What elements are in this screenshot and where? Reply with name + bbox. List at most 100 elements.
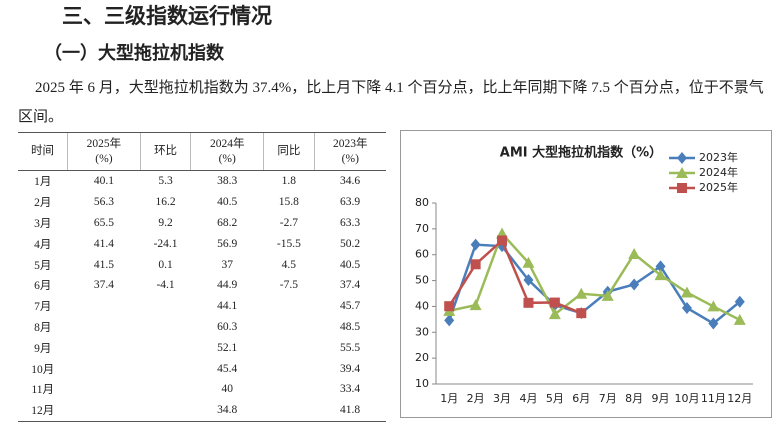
- table-cell: [67, 399, 141, 422]
- table-row: 5月 41.5 0.1 37 4.5 40.5: [18, 254, 386, 275]
- table-cell: 2月: [34, 197, 52, 210]
- marker: [470, 238, 481, 251]
- table-cell: 56.3: [93, 196, 114, 209]
- x-tick-label: 2月: [467, 392, 485, 405]
- x-tick-label: 6月: [572, 392, 590, 405]
- table-cell: [264, 296, 314, 317]
- table-cell: 1月: [34, 176, 52, 189]
- table-cell: 0.1: [158, 258, 173, 271]
- marker: [734, 295, 745, 308]
- table-cell: 44.9: [217, 279, 238, 292]
- marker: [444, 314, 455, 327]
- table-row: 4月 41.4 -24.1 56.9 -15.5 50.2: [18, 233, 386, 254]
- legend-label: 2025年: [699, 180, 738, 194]
- marker: [523, 274, 534, 287]
- marker: [522, 256, 535, 268]
- marker: [523, 297, 534, 308]
- table-cell: 50.2: [339, 237, 361, 250]
- marker: [470, 259, 481, 270]
- table-cell: 6月: [34, 280, 52, 293]
- table-cell: 45.7: [339, 300, 361, 313]
- y-tick-label: 30: [415, 325, 429, 338]
- marker: [676, 167, 688, 178]
- x-tick-label: 1月: [440, 392, 458, 405]
- table-cell: 37.4: [93, 279, 114, 292]
- table-cell: 48.5: [339, 320, 361, 333]
- table-row: 11月 40 33.4: [18, 379, 386, 400]
- table-cell: [264, 317, 314, 338]
- table-row: 2月 56.3 16.2 40.5 15.8 63.9: [18, 192, 386, 213]
- table-cell: 39.4: [339, 362, 361, 375]
- header-cell: 环比: [139, 132, 191, 171]
- table-cell: [140, 379, 190, 400]
- table-cell: 63.3: [339, 216, 361, 229]
- table-cell: 44.1: [217, 300, 238, 313]
- table-cell: -4.1: [156, 279, 175, 292]
- table-cell: 41.4: [93, 237, 114, 250]
- table-cell: 60.3: [217, 320, 238, 333]
- header-cell: 时间: [18, 132, 68, 171]
- chart-frame: AMI 大型拖拉机指数（%） 10 20 30 40 50 60 70 80 1月 2月 3月 4月 5…: [400, 130, 772, 418]
- table-cell: -24.1: [153, 237, 178, 250]
- table-cell: 9月: [34, 342, 52, 355]
- y-tick-label: 10: [415, 377, 429, 390]
- table-cell: [68, 296, 141, 317]
- table-cell: 38.3: [217, 175, 238, 188]
- y-tick-label: 50: [415, 274, 429, 287]
- table-cell: 3月: [34, 217, 52, 230]
- marker: [497, 235, 508, 246]
- table-cell: [68, 337, 141, 358]
- table-cell: 10月: [31, 363, 55, 376]
- table-cell: 7月: [34, 301, 52, 314]
- heading: 三、三级指数运行情况: [62, 4, 272, 28]
- table-row: 7月 44.1 45.7: [18, 296, 386, 317]
- marker: [708, 317, 719, 330]
- marker: [601, 289, 614, 301]
- table-cell: -2.7: [279, 216, 298, 229]
- table-cell: 68.2: [217, 216, 238, 229]
- marker: [575, 287, 588, 299]
- marker: [677, 152, 687, 164]
- marker: [677, 183, 687, 193]
- marker: [548, 308, 561, 320]
- y-tick-label: 60: [415, 248, 429, 261]
- table-cell: 4.5: [281, 258, 297, 271]
- table-cell: 5.3: [158, 175, 173, 188]
- table-cell: 56.9: [217, 237, 238, 250]
- table-cell: 16.2: [155, 196, 176, 209]
- table-cell: 65.5: [93, 216, 114, 229]
- legend-label: 2024年: [699, 165, 738, 179]
- table-cell: 34.8: [190, 399, 264, 422]
- x-tick-label: 9月: [652, 392, 670, 405]
- table-cell: 37.4: [339, 279, 361, 292]
- table-cell: 4月: [34, 238, 52, 251]
- table-cell: 55.5: [339, 341, 361, 354]
- table-cell: [264, 337, 314, 358]
- data-table: 时间 2025年 (%) 环比 2024年 (%) 同比 2023年 (%) 1月 40.1 5…: [18, 132, 386, 422]
- table-cell: 33.4: [339, 383, 361, 396]
- x-tick-label: 7月: [599, 392, 617, 405]
- table-cell: 40.1: [93, 175, 114, 188]
- table-cell: 34.6: [339, 175, 361, 188]
- x-tick-label: 11月: [701, 392, 726, 405]
- table-row: 6月 37.4 -4.1 44.9 -7.5 37.4: [18, 275, 386, 296]
- x-tick-label: 4月: [519, 392, 537, 405]
- table-cell: [140, 358, 190, 379]
- table-cell: -15.5: [276, 237, 301, 250]
- table-cell: 37: [221, 258, 233, 271]
- legend-label: 2023年: [699, 150, 738, 164]
- table-cell: 63.9: [339, 196, 361, 209]
- table-cell: 41.5: [93, 258, 114, 271]
- table-cell: [140, 399, 191, 422]
- marker: [681, 301, 692, 314]
- marker: [628, 247, 641, 259]
- marker: [654, 269, 667, 281]
- x-tick-label: 12月: [727, 392, 752, 405]
- y-tick-label: 40: [415, 299, 429, 312]
- table-cell: 9.2: [158, 216, 173, 229]
- marker: [576, 308, 587, 319]
- marker: [733, 313, 746, 325]
- marker: [680, 286, 693, 298]
- table-cell: 40.5: [339, 258, 361, 271]
- table-cell: [140, 296, 190, 317]
